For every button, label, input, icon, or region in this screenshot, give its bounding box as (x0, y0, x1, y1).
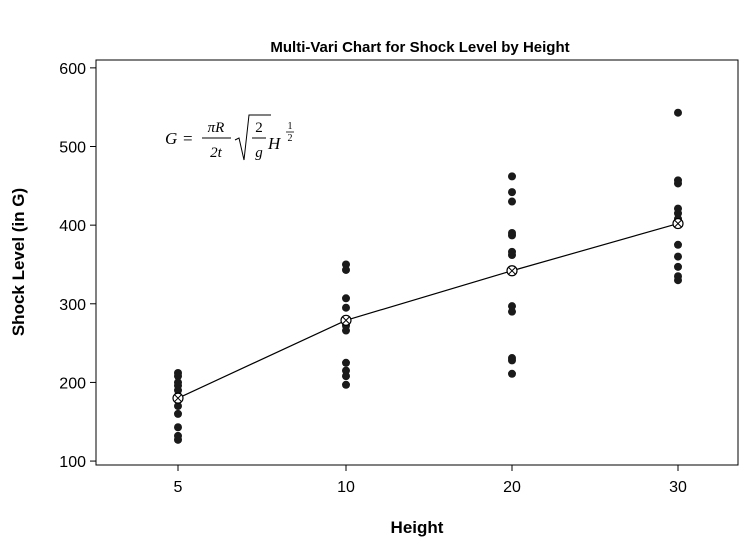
plot-frame (95, 59, 739, 466)
y-tick-label: 300 (59, 297, 86, 314)
data-point (508, 302, 516, 311)
data-point (674, 209, 682, 218)
data-point (342, 303, 350, 312)
mean-markers (172, 217, 684, 404)
formula-exponent-denominator: 2 (288, 133, 293, 144)
y-axis: 100 200 300 400 500 600 (59, 61, 96, 471)
x-axis: 5 10 20 30 (174, 465, 687, 496)
data-point (342, 260, 350, 269)
data-point (508, 251, 516, 260)
data-point (174, 435, 182, 444)
data-point (342, 358, 350, 367)
data-point (342, 326, 350, 335)
x-tick-label: 20 (503, 479, 521, 496)
data-point (674, 276, 682, 285)
formula-exponent-numerator: 1 (288, 121, 293, 132)
mean-line-group (177, 222, 679, 399)
data-point (174, 372, 182, 381)
y-tick-label: 500 (59, 140, 86, 157)
formula-annotation: G = πR 2t 2 g H 1 2 (165, 114, 294, 161)
data-point (508, 172, 516, 181)
y-axis-label: Shock Level (in G) (9, 188, 28, 336)
y-tick-label: 100 (59, 454, 86, 471)
data-point (508, 231, 516, 240)
x-tick-label: 10 (337, 479, 355, 496)
formula-sqrt-numerator: 2 (255, 120, 263, 136)
data-point (342, 372, 350, 381)
data-point (674, 108, 682, 117)
y-tick-label: 200 (59, 375, 86, 392)
data-points (174, 108, 682, 444)
data-point (508, 188, 516, 197)
data-point (342, 366, 350, 375)
data-point (674, 179, 682, 188)
mean-marker (172, 392, 184, 404)
data-point (508, 307, 516, 316)
data-point (674, 240, 682, 249)
formula-sqrt-denominator: g (255, 145, 263, 161)
mean-marker (340, 314, 352, 326)
data-point (342, 294, 350, 303)
formula-equals: = (183, 129, 193, 148)
formula-variable: H (267, 134, 282, 153)
data-point (174, 402, 182, 411)
mean-marker-cross (508, 266, 516, 275)
data-point (174, 423, 182, 432)
data-point (342, 380, 350, 389)
mean-connect-line (177, 222, 679, 399)
data-point (674, 252, 682, 261)
mean-marker (506, 265, 518, 277)
y-tick-label: 400 (59, 218, 86, 235)
chart-title: Multi-Vari Chart for Shock Level by Heig… (270, 39, 569, 56)
formula-numerator: πR (208, 120, 225, 136)
data-point (342, 265, 350, 274)
x-axis-label: Height (391, 518, 444, 537)
data-point (508, 197, 516, 206)
data-point (174, 386, 182, 395)
x-tick-label: 5 (174, 479, 183, 496)
y-tick-label: 600 (59, 61, 86, 78)
data-point (674, 262, 682, 271)
data-point (508, 369, 516, 378)
formula-lhs: G (165, 129, 177, 148)
mean-marker (672, 217, 684, 230)
mean-marker-cross (174, 394, 182, 403)
formula-denominator: 2t (210, 145, 223, 161)
formula-radical (234, 114, 271, 161)
data-point (174, 409, 182, 418)
x-tick-label: 30 (669, 479, 687, 496)
data-point (508, 356, 516, 365)
mean-marker-cross (674, 219, 682, 228)
mean-marker-cross (342, 316, 350, 325)
